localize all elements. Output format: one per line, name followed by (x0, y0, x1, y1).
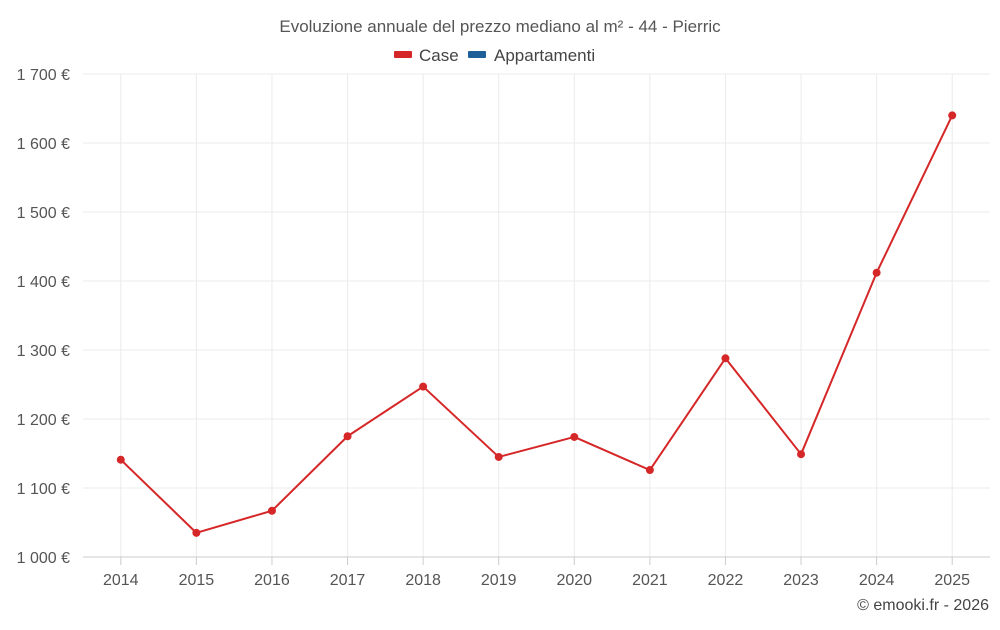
data-point-case (192, 528, 201, 537)
data-point-case (645, 466, 654, 475)
x-tick-label: 2018 (405, 572, 441, 589)
x-tick-label: 2016 (254, 572, 290, 589)
data-point-case (494, 452, 503, 461)
y-tick-label: 1 600 € (17, 136, 70, 153)
data-point-case (872, 268, 881, 277)
legend-label-appartamenti[interactable]: Appartamenti (494, 46, 595, 65)
legend-label-case[interactable]: Case (419, 46, 459, 65)
grid (83, 73, 990, 557)
x-tick-label: 2025 (934, 572, 970, 589)
series-line-case (120, 114, 954, 534)
data-point-case (797, 450, 806, 459)
data-point-case (570, 432, 579, 441)
data-point-case (116, 455, 125, 464)
y-tick-label: 1 100 € (17, 481, 70, 498)
y-tick-label: 1 500 € (17, 205, 70, 222)
data-point-case (721, 354, 730, 363)
data-point-case (267, 506, 276, 515)
x-tick-label: 2021 (632, 572, 668, 589)
legend-swatch-appartamenti[interactable] (468, 51, 486, 58)
data-point-case (343, 432, 352, 441)
x-tick-label: 2023 (783, 572, 819, 589)
x-tick-label: 2014 (103, 572, 139, 589)
legend: Case Appartamenti (394, 46, 595, 65)
axes: 1 000 € 1 100 € 1 200 € 1 300 € 1 400 € 1 500… (17, 67, 990, 589)
data-point-case (419, 382, 428, 391)
x-tick-label: 2015 (179, 572, 215, 589)
legend-swatch-case[interactable] (394, 51, 412, 58)
y-tick-label: 1 200 € (17, 412, 70, 429)
chart-title: Evoluzione annuale del prezzo mediano al… (279, 17, 721, 36)
credit-text: © emooki.fr - 2026 (857, 597, 989, 614)
x-tick-label: 2022 (708, 572, 744, 589)
x-tick-label: 2020 (556, 572, 592, 589)
x-tick-label: 2019 (481, 572, 517, 589)
series (116, 111, 957, 537)
y-tick-label: 1 300 € (17, 343, 70, 360)
data-point-case (948, 111, 957, 120)
x-tick-label: 2024 (859, 572, 895, 589)
x-tick-label: 2017 (330, 572, 366, 589)
y-tick-label: 1 700 € (17, 67, 70, 84)
y-tick-label: 1 000 € (17, 550, 70, 567)
y-tick-label: 1 400 € (17, 274, 70, 291)
